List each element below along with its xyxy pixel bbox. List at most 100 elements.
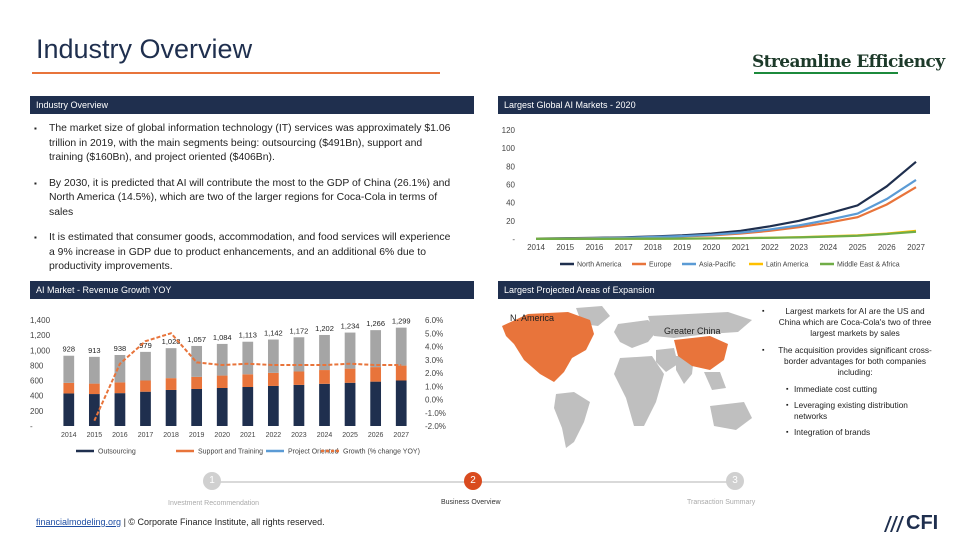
line-x-tick: 2020 [702,243,720,252]
bar-segment-0 [344,382,356,426]
step-1-button[interactable]: 1 [203,472,221,490]
bar-segment-2 [88,356,100,384]
bar-y2-tick: -1.0% [425,409,446,418]
bar-x-tick: 2018 [163,432,179,439]
bar-segment-0 [242,387,254,426]
map-north-america [502,312,594,382]
bar-segment-0 [114,393,126,426]
bar-total-label: 938 [114,344,127,353]
line-series-0 [535,160,917,240]
bar-x-tick: 2027 [393,432,409,439]
bar-segment-1 [293,371,305,385]
bar-y2-tick: -2.0% [425,422,446,431]
revenue-growth-bar-chart: 1,400 1,200 1,000 800 600 400 200 - 6.0% 5.0% 4.0%… [30,316,446,456]
map-label-north-america: N. America [510,313,555,323]
line-x-tick: 2017 [615,243,633,252]
bar-segment-1 [242,374,254,388]
bar-total-label: 1,113 [239,331,257,340]
bar-segment-2 [344,332,356,369]
bar-y-tick: 1,400 [30,316,51,325]
overview-bullet: By 2030, it is predicted that AI will co… [34,177,454,221]
section-bar-industry-overview: Industry Overview [30,96,474,114]
bar-segment-1 [267,372,279,386]
line-series-2 [535,179,917,240]
bar-y2-tick: 2.0% [425,369,443,378]
expansion-bullet: The acquisition provides significant cro… [762,345,932,378]
world-map [502,306,752,448]
bar-y-tick: 1,000 [30,346,51,355]
bar-x-tick: 2017 [138,432,154,439]
step-3-button[interactable]: 3 [726,472,744,490]
line-x-tick: 2015 [556,243,574,252]
bar-segment-0 [293,384,305,426]
bar-segment-2 [242,341,254,375]
line-legend-label: Latin America [766,262,809,269]
map-russia [648,312,752,338]
bar-total-label: 1,234 [341,322,360,331]
bar-segment-2 [370,330,382,368]
expansion-bullet: Largest markets for AI are the US and Ch… [762,306,932,339]
bar-segment-2 [114,354,126,383]
bar-y2-tick: 3.0% [425,356,443,365]
line-x-tick: 2022 [761,243,779,252]
bar-x-tick: 2022 [266,432,282,439]
bar-y2-tick: 0.0% [425,396,443,405]
bar-y-tick: 1,200 [30,331,51,340]
map-europe [614,320,658,348]
overview-bullet-list: The market size of global information te… [34,122,454,286]
bar-total-label: 979 [139,341,152,350]
footer-link[interactable]: financialmodeling.org [36,517,122,527]
bar-segment-0 [267,385,279,426]
bar-x-tick: 2015 [87,432,103,439]
bar-x-tick: 2021 [240,432,256,439]
growth-line [93,332,402,422]
bar-segment-0 [191,388,203,426]
bar-x-tick: 2020 [214,432,230,439]
bar-legend-label: Growth (% change YOY) [343,449,420,456]
bar-segment-0 [370,381,382,426]
map-label-china: Greater China [664,326,721,336]
map-africa [614,356,664,426]
section-bar-largest-markets: Largest Global AI Markets - 2020 [498,96,930,114]
line-legend-label: North America [577,262,621,269]
line-x-tick: 2016 [586,243,604,252]
line-x-tick: 2021 [732,243,750,252]
line-y-tick: 80 [506,162,515,171]
bar-y-tick: 600 [30,377,44,386]
line-y-tick: 40 [506,199,515,208]
bar-segment-1 [395,365,407,381]
bar-total-label: 1,084 [213,333,232,342]
expansion-sub-bullet: Immediate cost cutting [762,384,932,395]
line-y-tick: 20 [506,217,515,226]
bar-segment-0 [165,389,177,426]
step-3-label: Transaction Summary [687,499,756,506]
bar-x-tick: 2019 [189,432,205,439]
bar-segment-1 [165,378,177,390]
line-x-tick: 2025 [849,243,867,252]
line-y-tick: 60 [506,181,515,190]
overview-bullet: The market size of global information te… [34,122,454,166]
bar-segment-1 [216,375,228,388]
map-southeast-asia [704,372,726,390]
bar-total-label: 913 [88,346,101,355]
bar-total-label: 1,172 [290,326,309,335]
line-y-tick: 100 [502,144,516,153]
line-legend-label: Asia-Pacific [699,262,736,269]
bar-segment-1 [63,382,75,394]
bar-total-label: 1,028 [162,337,181,346]
bar-legend-label: Outsourcing [98,449,136,456]
bar-segment-0 [395,380,407,426]
line-x-tick: 2027 [907,243,925,252]
bar-y2-tick: 1.0% [425,382,443,391]
bar-segment-2 [63,355,75,383]
expansion-bullet-list: Largest markets for AI are the US and Ch… [762,306,932,443]
step-2-button[interactable]: 2 [464,472,482,490]
line-legend-label: Europe [649,262,672,269]
bar-x-tick: 2024 [317,432,333,439]
bar-segment-1 [370,367,382,382]
bar-y2-tick: 4.0% [425,343,443,352]
bar-segment-1 [191,376,203,389]
bar-y2-tick: 6.0% [425,316,443,325]
line-x-tick: 2024 [819,243,837,252]
bar-y-tick: 800 [30,361,44,370]
